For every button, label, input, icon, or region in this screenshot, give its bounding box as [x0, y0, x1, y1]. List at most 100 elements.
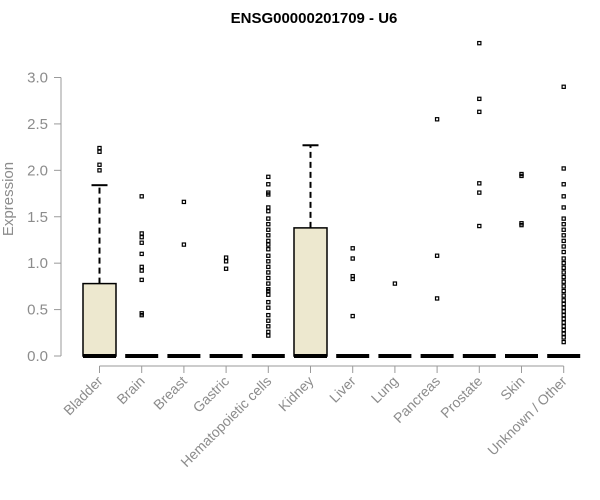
y-tick-label: 0.5	[27, 302, 48, 319]
box-iqr	[82, 282, 117, 357]
outlier-point	[561, 339, 566, 345]
outlier-point	[266, 205, 271, 210]
outlier-point	[561, 205, 566, 210]
y-tick-label: 2.0	[27, 162, 48, 179]
outlier-point	[266, 253, 271, 258]
outlier-point	[561, 227, 566, 232]
outlier-point	[477, 96, 482, 102]
outlier-point	[266, 182, 271, 187]
outlier-point	[139, 277, 144, 283]
outlier-point	[97, 145, 102, 151]
outlier-point	[139, 312, 144, 318]
y-axis-label: Expression	[0, 162, 17, 236]
outlier-point	[266, 312, 271, 318]
y-tick-label: 0.0	[27, 348, 48, 365]
outlier-point	[561, 233, 566, 238]
outlier-point	[266, 275, 271, 281]
outlier-point	[561, 298, 566, 303]
x-tick-label: Brain	[113, 373, 147, 407]
outlier-point	[561, 316, 566, 322]
x-tick-label: Breast	[150, 373, 190, 413]
outlier-point	[223, 255, 229, 260]
y-tick-label: 1.5	[27, 209, 48, 226]
box-brain	[125, 194, 159, 358]
outlier-point	[97, 162, 102, 167]
outlier-point	[266, 192, 271, 197]
outlier-point	[561, 331, 566, 336]
outlier-point	[561, 320, 566, 325]
outlier-point	[266, 259, 271, 264]
outlier-point	[561, 327, 566, 333]
x-tick-label: Liver	[326, 373, 359, 406]
outlier-point	[561, 194, 566, 199]
outlier-point	[266, 247, 271, 252]
chart-title: ENSG00000201709 - U6	[231, 10, 398, 27]
outlier-point	[561, 305, 566, 310]
outlier-point	[561, 260, 566, 266]
box-iqr	[293, 227, 328, 357]
outlier-point	[561, 84, 566, 89]
outlier-point	[266, 333, 271, 338]
outlier-point	[97, 149, 102, 154]
outlier-point	[139, 251, 144, 257]
outlier-point	[223, 266, 229, 271]
outlier-point	[266, 238, 271, 244]
outlier-point	[139, 268, 144, 273]
outlier-point	[266, 299, 271, 305]
outlier-point	[266, 329, 271, 335]
outlier-point	[561, 324, 566, 329]
outlier-point	[561, 301, 566, 307]
outlier-point	[561, 221, 566, 227]
y-axis: 0.0 0.5 1.0 1.5 2.0 2.5 3.0	[27, 70, 62, 365]
outlier-point	[266, 324, 271, 329]
outlier-point	[561, 265, 566, 271]
box-liver	[336, 246, 370, 358]
y-tick-label: 3.0	[27, 70, 48, 87]
outlier-point	[561, 244, 566, 249]
outlier-point	[561, 166, 566, 171]
x-tick-label: Skin	[497, 373, 528, 404]
outlier-point	[434, 253, 440, 258]
box-prostate	[462, 40, 496, 358]
x-tick-label: Unknown / Other	[484, 373, 570, 459]
boxes-layer	[82, 40, 581, 358]
outlier-point	[266, 292, 271, 297]
outlier-point	[561, 256, 566, 261]
outlier-point	[477, 40, 482, 46]
box-unknown-other	[547, 84, 581, 358]
outlier-point	[561, 293, 566, 298]
outlier-point	[181, 242, 187, 247]
outlier-point	[561, 238, 566, 244]
outlier-point	[266, 221, 271, 227]
outlier-point	[350, 313, 355, 319]
outlier-point	[97, 168, 102, 173]
outlier-point	[139, 240, 144, 245]
outlier-point	[139, 231, 144, 236]
outlier-point	[561, 182, 566, 187]
y-tick-label: 1.0	[27, 255, 48, 272]
outlier-point	[266, 174, 271, 180]
outlier-point	[561, 309, 566, 314]
outlier-point	[350, 256, 355, 261]
outlier-point	[223, 259, 229, 264]
outlier-point	[519, 173, 524, 179]
outlier-point	[561, 274, 566, 280]
box-kidney	[293, 144, 328, 358]
outlier-point	[561, 312, 566, 318]
outlier-point	[266, 242, 271, 247]
outlier-point	[561, 284, 566, 289]
outlier-point	[266, 216, 271, 221]
outlier-point	[266, 233, 271, 238]
outlier-point	[561, 279, 566, 284]
outlier-point	[266, 270, 271, 275]
box-pancreas	[420, 117, 454, 358]
outlier-point	[266, 227, 271, 232]
box-breast	[167, 199, 201, 358]
y-tick-label: 2.5	[27, 116, 48, 133]
outlier-point	[266, 281, 271, 286]
outlier-point	[350, 276, 355, 282]
outlier-point	[477, 190, 482, 195]
outlier-point	[434, 117, 440, 122]
outlier-point	[139, 264, 144, 270]
